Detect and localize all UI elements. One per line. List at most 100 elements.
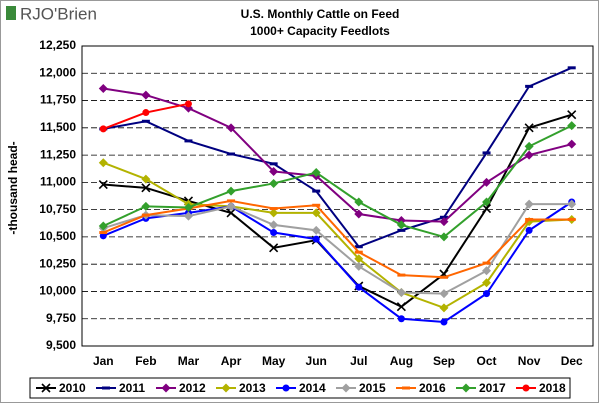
- y-tick-label: 10,000: [39, 284, 76, 298]
- y-tick-label: 12,000: [39, 65, 76, 79]
- marker: [524, 199, 534, 209]
- y-tick-label: 11,250: [40, 147, 76, 161]
- series-line: [102, 201, 573, 324]
- x-tick-label: Feb: [135, 354, 156, 368]
- x-tick-label: Jun: [306, 354, 327, 368]
- legend-label: 2017: [479, 381, 506, 395]
- marker: [354, 197, 364, 207]
- marker: [311, 208, 321, 218]
- marker: [354, 261, 364, 271]
- legend-box: [29, 377, 571, 399]
- marker: [341, 383, 351, 393]
- marker: [439, 232, 449, 242]
- y-axis-label: -thousand head-: [6, 141, 20, 234]
- plot-frame: [81, 45, 594, 347]
- marker: [482, 266, 492, 276]
- marker: [439, 217, 449, 227]
- marker: [226, 208, 236, 218]
- marker: [525, 226, 533, 234]
- marker: [282, 384, 290, 392]
- marker: [397, 315, 405, 323]
- x-tick-label: Mar: [178, 354, 200, 368]
- marker: [184, 100, 192, 108]
- marker: [183, 211, 193, 221]
- x-tick-label: Apr: [221, 354, 242, 368]
- marker: [98, 158, 108, 168]
- marker: [270, 229, 278, 237]
- marker: [269, 243, 279, 253]
- marker: [141, 90, 151, 100]
- marker: [439, 303, 449, 313]
- marker: [567, 199, 577, 209]
- x-tick-label: Jul: [350, 354, 367, 368]
- marker: [354, 254, 364, 264]
- marker: [141, 183, 151, 193]
- x-tick-label: Dec: [561, 354, 583, 368]
- marker: [269, 166, 279, 176]
- y-tick-label: 11,000: [40, 175, 76, 189]
- marker: [226, 201, 236, 211]
- legend-label: 2012: [179, 381, 206, 395]
- y-tick-label: 10,750: [39, 202, 76, 216]
- y-tick-label: 10,250: [39, 256, 76, 270]
- legend-label: 2018: [539, 381, 566, 395]
- y-tick-label: 9,500: [46, 338, 76, 352]
- marker: [98, 179, 108, 190]
- marker: [461, 383, 471, 393]
- marker: [142, 109, 150, 117]
- marker: [481, 203, 492, 214]
- x-tick-label: Nov: [518, 354, 541, 368]
- legend-label: 2016: [419, 381, 446, 395]
- marker: [396, 220, 406, 230]
- marker: [440, 318, 448, 326]
- logo-icon: [6, 6, 16, 20]
- x-tick-label: May: [262, 354, 286, 368]
- marker: [226, 123, 236, 133]
- marker: [226, 186, 236, 196]
- marker: [161, 383, 171, 393]
- logo: RJO'Brien: [20, 4, 97, 23]
- marker: [483, 290, 491, 298]
- marker: [41, 383, 51, 393]
- marker: [312, 235, 320, 243]
- marker: [355, 283, 363, 291]
- x-tick-label: Sep: [433, 354, 455, 368]
- marker: [396, 302, 406, 312]
- series-line: [102, 199, 572, 279]
- marker: [524, 123, 534, 133]
- marker: [354, 209, 364, 219]
- marker: [482, 278, 492, 288]
- legend-label: 2015: [359, 381, 386, 395]
- y-tick-label: 10,500: [39, 229, 76, 243]
- legend-label: 2010: [59, 381, 86, 395]
- legend-label: 2013: [239, 381, 266, 395]
- y-tick-label: 12,250: [39, 38, 76, 52]
- marker: [141, 174, 151, 184]
- marker: [567, 110, 577, 120]
- marker: [311, 225, 321, 235]
- legend-label: 2011: [119, 381, 145, 395]
- y-tick-label: 11,500: [40, 120, 76, 134]
- marker: [439, 289, 449, 299]
- chart-title: U.S. Monthly Cattle on Feed: [241, 7, 400, 21]
- chart-subtitle: 1000+ Capacity Feedlots: [250, 24, 390, 38]
- marker: [98, 221, 108, 231]
- marker: [98, 84, 108, 94]
- series-line: [102, 161, 572, 309]
- marker: [396, 288, 406, 298]
- marker: [482, 177, 492, 187]
- marker: [269, 220, 279, 230]
- marker: [311, 168, 321, 178]
- marker: [183, 202, 193, 212]
- marker: [482, 197, 492, 207]
- marker: [524, 150, 534, 160]
- x-tick-label: Oct: [477, 354, 497, 368]
- marker: [524, 141, 534, 151]
- marker: [269, 178, 279, 188]
- marker: [567, 121, 577, 131]
- series-line: [102, 203, 572, 295]
- marker: [221, 383, 231, 393]
- marker: [99, 232, 107, 240]
